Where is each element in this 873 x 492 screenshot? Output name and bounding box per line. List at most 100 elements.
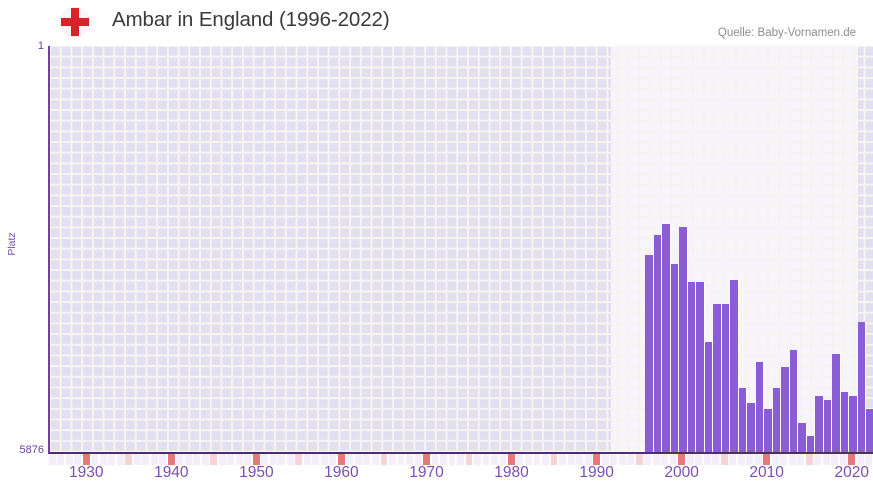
x-axis-minor-tick — [610, 454, 618, 465]
x-axis-minor-tick — [822, 454, 830, 465]
x-axis-minor-tick — [159, 454, 167, 465]
x-axis-minor-tick — [661, 454, 669, 465]
bar — [747, 402, 756, 452]
x-axis-minor-tick — [644, 454, 652, 465]
y-axis-tick-bottom: 5876 — [19, 444, 44, 456]
x-axis-minor-tick — [482, 454, 490, 465]
x-axis-minor-tick — [193, 454, 201, 465]
bar — [662, 223, 671, 452]
x-axis-minor-tick — [720, 454, 728, 465]
bar — [704, 342, 714, 452]
x-axis-minor-tick — [559, 454, 566, 465]
x-axis-minor-tick — [346, 454, 354, 465]
x-axis-minor-tick — [150, 454, 158, 465]
x-axis-minor-tick — [839, 454, 847, 465]
x-axis-minor-tick — [474, 454, 481, 465]
x-axis-major-tick — [508, 454, 515, 465]
x-axis-minor-tick — [65, 454, 73, 465]
y-axis-title: Platz — [6, 232, 18, 256]
plot-area — [48, 46, 873, 454]
page-title: Ambar in England (1996-2022) — [112, 8, 390, 31]
x-axis-minor-tick — [363, 454, 371, 465]
x-axis-minor-tick — [491, 454, 498, 465]
x-axis-tick-label: 1970 — [409, 464, 444, 481]
x-axis-minor-tick — [525, 454, 532, 465]
x-axis-tick-label: 1930 — [69, 464, 104, 481]
bar — [823, 399, 833, 452]
bar — [670, 263, 680, 452]
x-axis-major-tick — [423, 454, 430, 465]
x-axis-tick-label: 2020 — [834, 464, 869, 481]
x-axis-major-tick — [848, 454, 856, 465]
x-axis-minor-tick — [176, 454, 184, 465]
x-axis-tick-label: 1960 — [324, 464, 359, 481]
bar — [730, 280, 739, 452]
x-axis-minor-tick — [99, 454, 107, 465]
bar — [755, 362, 765, 452]
x-axis-minor-tick — [57, 454, 65, 465]
x-axis-minor-tick — [584, 454, 592, 465]
bar — [713, 304, 722, 452]
x-axis-minor-tick — [125, 454, 133, 465]
x-axis-minor-tick — [567, 454, 575, 465]
x-axis-minor-tick — [669, 454, 677, 465]
x-axis-major-tick — [167, 454, 175, 465]
x-axis-minor-tick — [261, 454, 269, 465]
x-axis-minor-tick — [184, 454, 192, 465]
bar — [849, 395, 858, 452]
x-axis-minor-tick — [389, 454, 396, 465]
x-axis-minor-tick — [712, 454, 720, 465]
x-axis-major-tick — [337, 454, 345, 465]
x-axis-minor-tick — [244, 454, 252, 465]
x-axis-minor-tick — [295, 454, 303, 465]
x-axis-minor-tick — [814, 454, 822, 465]
x-axis-labels: 1930 1940 1950 1960 1970 1980 1990 2000 2010 2020 — [0, 464, 873, 492]
bar — [789, 350, 799, 452]
x-axis-minor-tick — [695, 454, 703, 465]
x-axis-minor-tick — [406, 454, 413, 465]
x-axis-minor-tick — [542, 454, 549, 465]
x-axis-minor-tick — [371, 454, 379, 465]
x-axis-tick-label: 1980 — [494, 464, 529, 481]
x-axis-minor-tick — [210, 454, 218, 465]
x-axis-minor-tick — [142, 454, 150, 465]
x-axis-minor-tick — [635, 454, 643, 465]
x-axis-minor-tick — [312, 454, 320, 465]
x-axis-minor-tick — [737, 454, 745, 465]
x-axis-minor-tick — [805, 454, 813, 465]
x-axis-tick-label: 2000 — [664, 464, 699, 481]
x-axis-major-tick — [593, 454, 601, 465]
x-axis-tick-label: 2010 — [749, 464, 784, 481]
x-axis-minor-tick — [601, 454, 609, 465]
x-axis-minor-tick — [74, 454, 82, 465]
x-axis-minor-tick — [218, 454, 226, 465]
x-axis-minor-tick — [91, 454, 99, 465]
x-axis-minor-tick — [533, 454, 541, 465]
x-axis-minor-tick — [729, 454, 737, 465]
x-axis-minor-tick — [116, 454, 124, 465]
bar — [738, 388, 748, 452]
bar — [781, 367, 790, 452]
bar-series — [50, 46, 873, 452]
x-axis-minor-tick — [235, 454, 243, 465]
x-axis-minor-tick — [797, 454, 805, 465]
bar — [687, 282, 697, 452]
bar — [832, 354, 841, 452]
bar — [772, 388, 782, 452]
x-axis-major-tick — [252, 454, 260, 465]
x-axis-minor-tick — [516, 454, 524, 465]
bar — [840, 392, 850, 452]
x-axis-minor-tick — [48, 454, 56, 465]
x-axis-minor-tick — [831, 454, 839, 465]
x-axis-minor-tick — [397, 454, 405, 465]
bar — [645, 254, 654, 452]
x-axis-minor-tick — [618, 454, 626, 465]
x-axis-minor-tick — [431, 454, 439, 465]
x-axis-major-tick — [82, 454, 90, 465]
chart-header: Ambar in England (1996-2022) Quelle: Bab… — [0, 0, 873, 46]
bar — [806, 435, 816, 452]
bar — [798, 422, 807, 452]
x-axis-minor-tick — [746, 454, 754, 465]
x-axis-minor-tick — [771, 454, 779, 465]
x-axis-tick-label: 1950 — [239, 464, 274, 481]
